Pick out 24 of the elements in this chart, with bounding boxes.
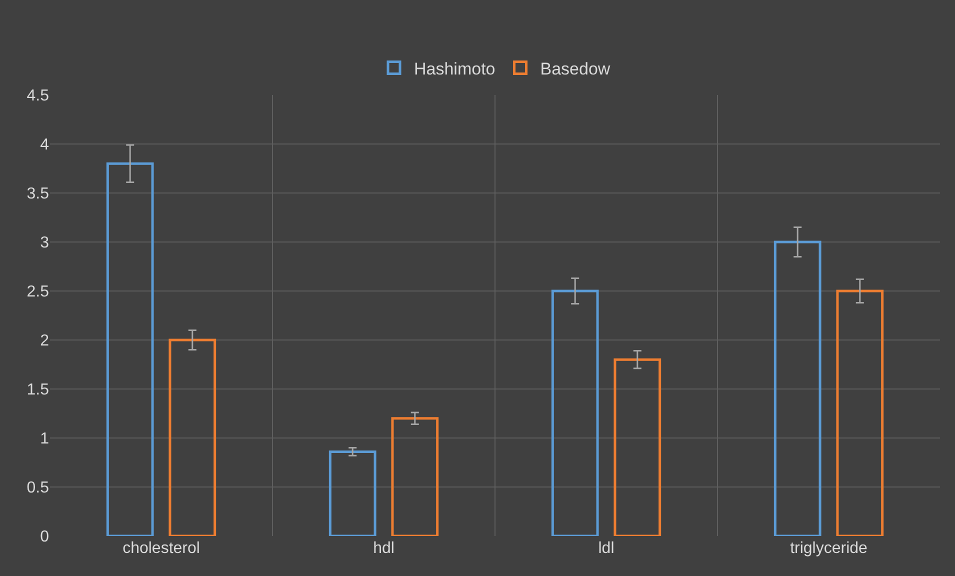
bar: [551, 290, 599, 536]
bar: [836, 290, 884, 536]
y-tick-label: 3: [40, 234, 50, 252]
legend-label: Hashimoto: [414, 59, 496, 78]
y-tick-label: 2.5: [26, 284, 50, 301]
legend-label: Basedow: [540, 59, 611, 78]
y-tick-label: 0: [40, 528, 50, 546]
y-tick-label: 2: [40, 332, 50, 350]
bar: [106, 162, 154, 536]
bar: [391, 417, 439, 536]
bar: [328, 450, 376, 536]
bar: [774, 240, 822, 536]
y-tick-label: 1.5: [26, 382, 50, 399]
x-tick-label: triglyceride: [790, 540, 868, 557]
y-tick-label: 4.5: [26, 88, 50, 105]
bar: [168, 338, 216, 536]
x-tick-label: cholesterol: [122, 540, 200, 557]
y-tick-label: 3.5: [26, 186, 50, 203]
y-tick-label: 0.5: [26, 480, 50, 497]
x-tick-label: hdl: [373, 540, 394, 557]
x-tick-label: ldl: [598, 540, 614, 557]
y-tick-label: 4: [40, 136, 50, 154]
y-tick-label: 1: [40, 430, 50, 448]
bar: [614, 358, 662, 536]
